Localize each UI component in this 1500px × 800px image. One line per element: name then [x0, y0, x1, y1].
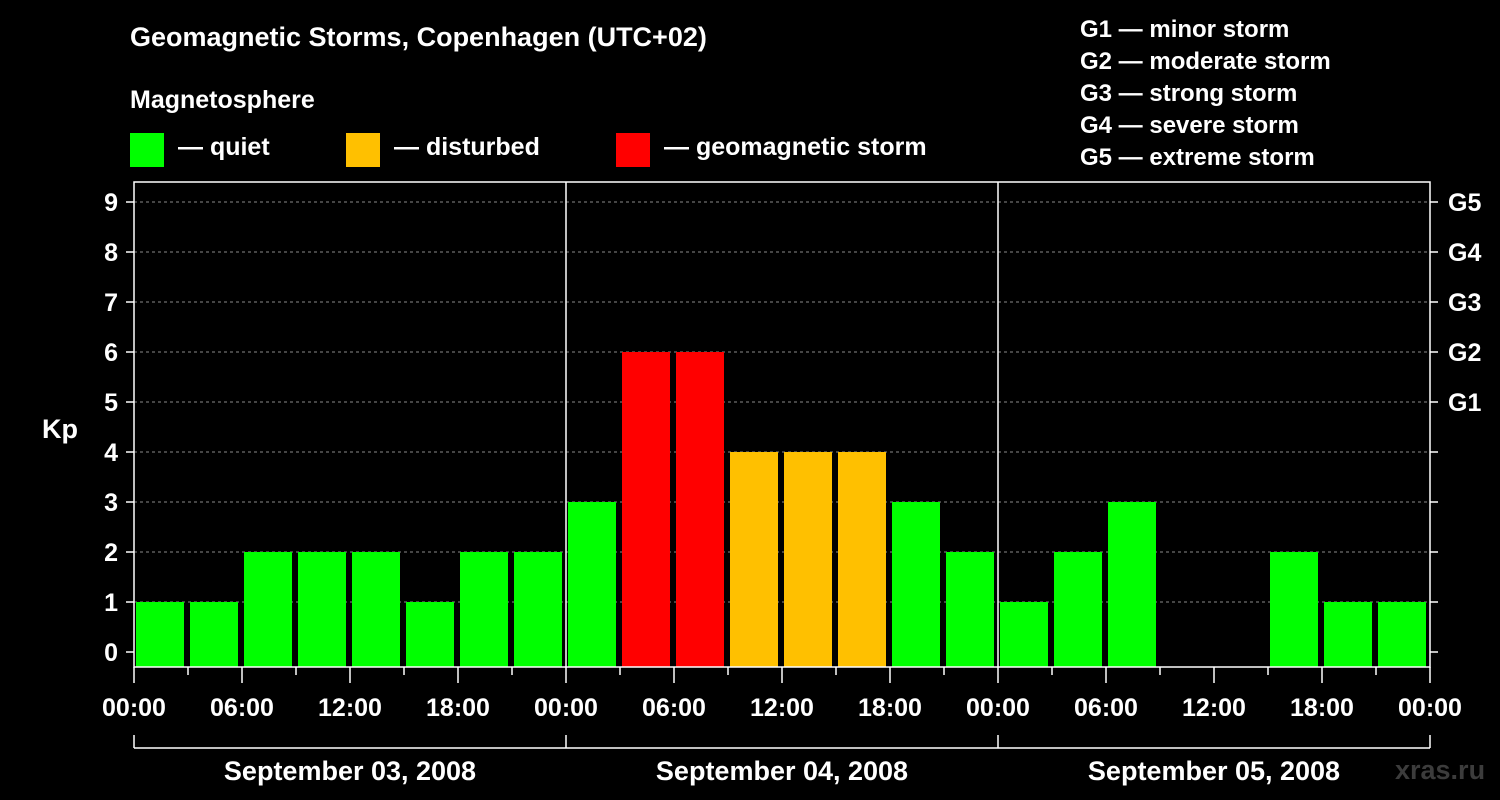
- bar-15: [946, 552, 994, 667]
- legend-heading: Magnetosphere: [130, 86, 315, 114]
- date-label-2: September 05, 2008: [1088, 756, 1340, 786]
- y-tick-label-2: 2: [104, 539, 118, 567]
- bar-3: [298, 552, 346, 667]
- legend-swatch-storm: [616, 133, 650, 167]
- right-axis-label-g3: G3: [1448, 289, 1481, 317]
- bar-10: [676, 352, 724, 667]
- watermark: xras.ru: [1395, 755, 1486, 785]
- y-tick-label-1: 1: [104, 589, 118, 617]
- date-label-0: September 03, 2008: [224, 756, 476, 786]
- storm-scale-g3: G3 — strong storm: [1080, 80, 1298, 107]
- x-tick-label-7: 18:00: [858, 694, 922, 722]
- storm-scale-g5: G5 — extreme storm: [1080, 144, 1315, 171]
- x-tick-label-5: 06:00: [642, 694, 706, 722]
- bar-4: [352, 552, 400, 667]
- bar-7: [514, 552, 562, 667]
- x-tick-label-2: 12:00: [318, 694, 382, 722]
- bar-14: [892, 502, 940, 667]
- bar-21: [1270, 552, 1318, 667]
- bar-13: [838, 452, 886, 667]
- storm-scale-g4: G4 — severe storm: [1080, 112, 1299, 139]
- x-tick-label-8: 00:00: [966, 694, 1030, 722]
- bar-6: [460, 552, 508, 667]
- bar-12: [784, 452, 832, 667]
- bar-22: [1324, 602, 1372, 667]
- y-tick-label-8: 8: [104, 239, 118, 267]
- chart-title: Geomagnetic Storms, Copenhagen (UTC+02): [130, 22, 707, 52]
- x-tick-label-10: 12:00: [1182, 694, 1246, 722]
- y-tick-label-4: 4: [104, 439, 118, 467]
- x-tick-label-12: 00:00: [1398, 694, 1462, 722]
- y-tick-label-3: 3: [104, 489, 118, 517]
- legend-swatch-quiet: [130, 133, 164, 167]
- storm-scale-g1: G1 — minor storm: [1080, 16, 1290, 43]
- bar-17: [1054, 552, 1102, 667]
- x-tick-label-11: 18:00: [1290, 694, 1354, 722]
- bar-5: [406, 602, 454, 667]
- legend-label-quiet: — quiet: [178, 133, 270, 161]
- x-tick-label-9: 06:00: [1074, 694, 1138, 722]
- y-tick-label-7: 7: [104, 289, 118, 317]
- bar-18: [1108, 502, 1156, 667]
- x-tick-label-1: 06:00: [210, 694, 274, 722]
- legend-label-storm: — geomagnetic storm: [664, 133, 927, 161]
- bar-16: [1000, 602, 1048, 667]
- bar-23: [1378, 602, 1426, 667]
- legend-label-disturbed: — disturbed: [394, 133, 540, 161]
- x-tick-label-3: 18:00: [426, 694, 490, 722]
- bar-2: [244, 552, 292, 667]
- storm-scale-legend: G1 — minor storm G2 — moderate storm G3 …: [1080, 14, 1331, 174]
- x-tick-label-0: 00:00: [102, 694, 166, 722]
- y-axis-label: Kp: [42, 414, 78, 444]
- right-axis-label-g5: G5: [1448, 189, 1481, 217]
- y-tick-label-5: 5: [104, 389, 118, 417]
- y-tick-label-6: 6: [104, 339, 118, 367]
- legend-swatch-disturbed: [346, 133, 380, 167]
- x-tick-label-4: 00:00: [534, 694, 598, 722]
- right-axis-label-g4: G4: [1448, 239, 1481, 267]
- bar-9: [622, 352, 670, 667]
- bar-8: [568, 502, 616, 667]
- bar-0: [136, 602, 184, 667]
- y-tick-label-0: 0: [104, 639, 118, 667]
- bar-11: [730, 452, 778, 667]
- x-tick-label-6: 12:00: [750, 694, 814, 722]
- date-label-1: September 04, 2008: [656, 756, 908, 786]
- storm-scale-g2: G2 — moderate storm: [1080, 48, 1331, 75]
- bar-1: [190, 602, 238, 667]
- right-axis-label-g1: G1: [1448, 389, 1481, 417]
- y-tick-label-9: 9: [104, 189, 118, 217]
- right-axis-label-g2: G2: [1448, 339, 1481, 367]
